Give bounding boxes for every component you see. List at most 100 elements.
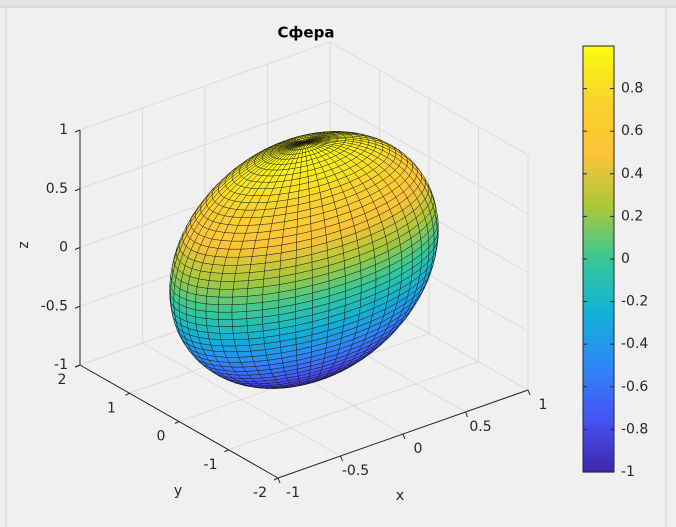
y-axis-label: y [174,483,182,499]
surface-patch [233,338,250,347]
colorbar-swatch [583,199,614,204]
surface-patch [231,311,248,320]
colorbar-swatch [583,245,614,250]
colorbar-swatch [583,318,614,323]
surface-patch [205,295,220,305]
x-tick-label: 1 [539,397,548,413]
surface-patch [205,303,219,313]
colorbar-swatch [583,322,614,327]
colorbar-swatch [583,392,614,397]
surface-patch [295,142,305,146]
colorbar-swatch [583,285,614,290]
surface-patch [205,311,219,320]
surface-patch [222,264,238,274]
colorbar-tick-label: 0.8 [621,81,643,97]
colorbar-swatch [583,425,614,430]
colorbar-swatch [583,242,614,247]
colorbar-swatch [583,288,614,293]
colorbar-swatch [583,465,614,470]
x-tick-label: -0.5 [342,463,369,479]
colorbar-swatch [583,312,614,317]
colorbar-swatch [583,129,614,134]
colorbar-tick-label: 0.2 [621,208,643,224]
y-tick [125,392,130,396]
colorbar-swatch [583,172,614,177]
colorbar-swatch [583,92,614,97]
colorbar-swatch [583,382,614,387]
colorbar-swatch [583,462,614,466]
y-tick [174,421,180,424]
colorbar-swatch [583,298,614,303]
colorbar-swatch [583,259,614,263]
surface-patch [220,339,236,347]
colorbar-swatch [583,122,614,127]
y-tick-label: -1 [204,457,218,473]
surface-patch [242,232,259,242]
colorbar-swatch [583,338,614,343]
colorbar-swatch [583,72,614,77]
x-tick-label: 0 [414,441,423,457]
toolbar-strip [0,0,676,7]
surface-patch [205,318,220,327]
surface-patch [233,272,250,282]
colorbar-swatch [583,192,614,197]
surface-patch [231,318,248,327]
colorbar-swatch [583,189,614,194]
x-tick [277,477,281,484]
colorbar-swatch [583,185,614,190]
colorbar-swatch [583,468,614,473]
y-tick-label: 2 [58,372,67,388]
colorbar-swatch [583,79,614,84]
surface [169,131,439,389]
colorbar-swatch [583,365,614,370]
grid-line [228,361,479,451]
surface-patch [218,319,233,327]
colorbar-swatch [583,385,614,390]
colorbar-swatch [583,175,614,180]
colorbar-swatch [583,152,614,157]
surface-patch [238,356,255,363]
y-tick [273,477,279,481]
colorbar-swatch [583,442,614,446]
colorbar-swatch [583,89,614,94]
surface-patch [232,288,249,298]
surface-patch [238,248,255,258]
colorbar-swatch [583,375,614,380]
colorbar-swatch [583,46,614,50]
surface-patch [220,273,236,282]
colorbar-swatch [583,235,614,240]
colorbar-swatch [583,132,614,137]
colorbar-swatch [583,372,614,377]
z-tick [74,364,81,368]
colorbar-tick-label: -1 [621,464,635,480]
colorbar-swatch [583,302,614,307]
colorbar-swatch [583,145,614,150]
colorbar-tick-label: -0.6 [621,379,648,395]
colorbar-swatch [583,315,614,320]
colorbar-swatch [583,355,614,360]
chart-title: Сфера [278,24,335,42]
colorbar-swatch [583,202,614,207]
colorbar-swatch [583,428,614,433]
colorbar-swatch [583,212,614,217]
colorbar-swatch [583,282,614,287]
surface-patch [236,256,253,266]
colorbar-swatch [583,229,614,233]
surface-patch [208,338,223,347]
colorbar-swatch [583,69,614,74]
surface-patch [207,280,222,290]
colorbar-tick-label: -0.4 [621,336,648,352]
colorbar-swatch [583,142,614,147]
surface-patch [240,240,256,250]
colorbar-swatch [583,325,614,330]
colorbar-swatch [583,99,614,104]
colorbar-swatch [583,352,614,357]
surface-patch [219,333,235,341]
z-tick [74,188,81,192]
surface-patch [232,325,249,334]
colorbar-swatch [583,335,614,340]
colorbar-swatch [583,268,614,273]
colorbar-swatch [583,225,614,230]
colorbar-swatch [583,368,614,373]
